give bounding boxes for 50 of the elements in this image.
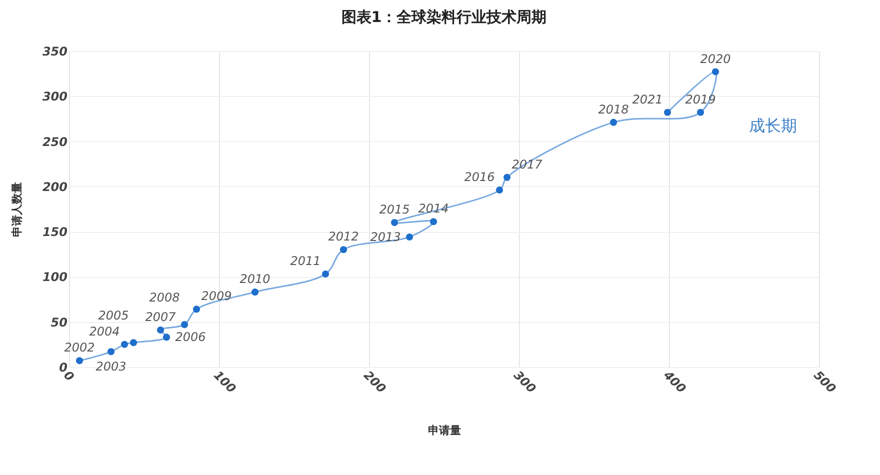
y-axis-title: 申请人数量 <box>10 182 24 237</box>
point <box>610 118 618 126</box>
annotation: 2012 <box>328 230 359 244</box>
point <box>430 218 438 226</box>
point <box>192 306 200 313</box>
y-tick-label: 50 <box>50 315 68 330</box>
point <box>496 186 504 194</box>
annotation: 2018 <box>598 102 630 116</box>
annotation: 2021 <box>632 92 663 106</box>
annotation: 2007 <box>145 310 176 324</box>
point <box>503 174 511 181</box>
point <box>107 348 115 356</box>
annotation: 2013 <box>370 230 401 244</box>
x-tick-label: 400 <box>660 367 689 396</box>
point <box>251 288 259 296</box>
point <box>390 219 398 226</box>
point <box>130 339 138 346</box>
annotation: 2002 <box>64 340 95 355</box>
point <box>120 340 128 348</box>
point <box>156 326 164 334</box>
point <box>162 334 170 341</box>
x-tick-label: 100 <box>211 368 239 396</box>
y-tick-label: 150 <box>42 225 68 240</box>
annotation: 2010 <box>240 272 271 286</box>
annotation: 2005 <box>98 308 129 323</box>
chart-title: 图表1：全球染料行业技术周期 <box>341 8 547 26</box>
annotation: 2020 <box>700 52 732 66</box>
x-axis-title: 申请量 <box>428 424 461 437</box>
point <box>664 108 672 116</box>
point <box>712 68 720 76</box>
y-tick-label: 200 <box>42 180 68 194</box>
y-tick-label: 250 <box>42 134 68 149</box>
point <box>406 233 414 241</box>
point <box>76 357 84 364</box>
y-tick-label: 300 <box>42 90 68 104</box>
point <box>322 270 330 278</box>
annotation: 2004 <box>89 324 120 338</box>
annotation: 2008 <box>149 290 180 305</box>
point <box>696 108 704 116</box>
annotation: 2016 <box>464 170 496 184</box>
y-tick-label: 350 <box>42 44 68 58</box>
annotation: 成长期 <box>749 116 797 135</box>
annotation: 2011 <box>290 254 321 268</box>
annotation: 2003 <box>96 360 126 374</box>
annotation: 2015 <box>379 202 410 217</box>
y-tick-label: 100 <box>42 270 68 284</box>
annotation: 2009 <box>201 289 232 304</box>
annotation: 2006 <box>175 330 206 344</box>
point <box>180 321 188 328</box>
point <box>340 246 348 254</box>
